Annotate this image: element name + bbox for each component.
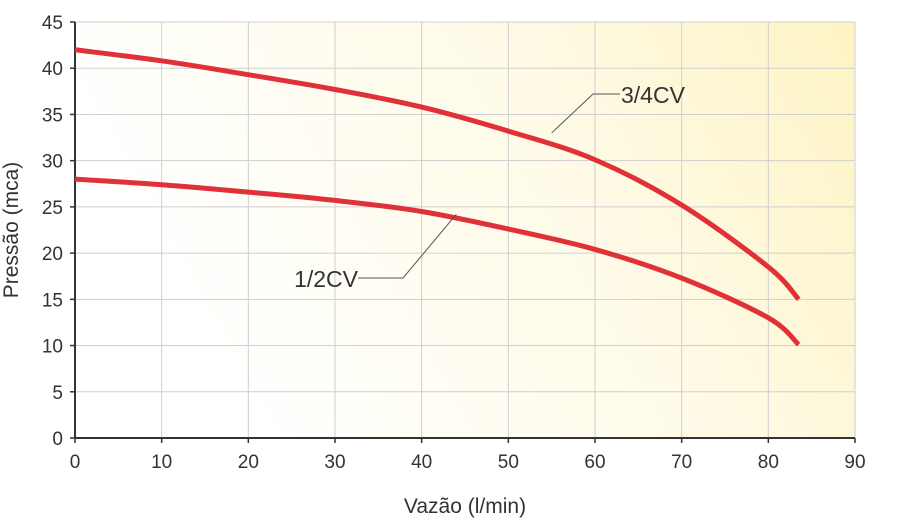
x-axis-label: Vazão (l/min) bbox=[404, 495, 526, 518]
series-label-1-2cv: 1/2CV bbox=[294, 266, 359, 292]
y-tick-label: 10 bbox=[42, 337, 63, 358]
y-tick-label: 30 bbox=[42, 152, 63, 173]
y-tick-label: 15 bbox=[42, 290, 63, 311]
y-tick-label: 5 bbox=[52, 383, 63, 404]
x-tick-label: 10 bbox=[151, 452, 172, 473]
leader-line-3-4cv bbox=[551, 93, 620, 134]
y-tick-label: 25 bbox=[42, 198, 63, 219]
x-tick-label: 50 bbox=[498, 452, 519, 473]
leader-line-1-2cv bbox=[358, 213, 457, 279]
y-tick-label: 35 bbox=[42, 105, 63, 126]
x-tick-label: 60 bbox=[584, 452, 605, 473]
series-line-1-2cv bbox=[74, 176, 801, 347]
y-tick-label: 45 bbox=[42, 13, 63, 34]
y-tick-label: 40 bbox=[42, 59, 63, 80]
series-line-3-4cv bbox=[74, 47, 801, 302]
x-tick-label: 30 bbox=[324, 452, 345, 473]
x-tick-label: 90 bbox=[844, 452, 865, 473]
x-tick-label: 0 bbox=[70, 452, 81, 473]
y-axis-label: Pressão (mca) bbox=[0, 162, 23, 299]
x-tick-label: 40 bbox=[411, 452, 432, 473]
plot-background bbox=[75, 22, 855, 438]
y-tick-label: 0 bbox=[52, 429, 63, 450]
x-tick-label: 70 bbox=[671, 452, 692, 473]
x-tick-label: 80 bbox=[758, 452, 779, 473]
series-label-3-4cv: 3/4CV bbox=[621, 82, 686, 108]
x-tick-label: 20 bbox=[238, 452, 259, 473]
y-tick-label: 20 bbox=[42, 244, 63, 265]
